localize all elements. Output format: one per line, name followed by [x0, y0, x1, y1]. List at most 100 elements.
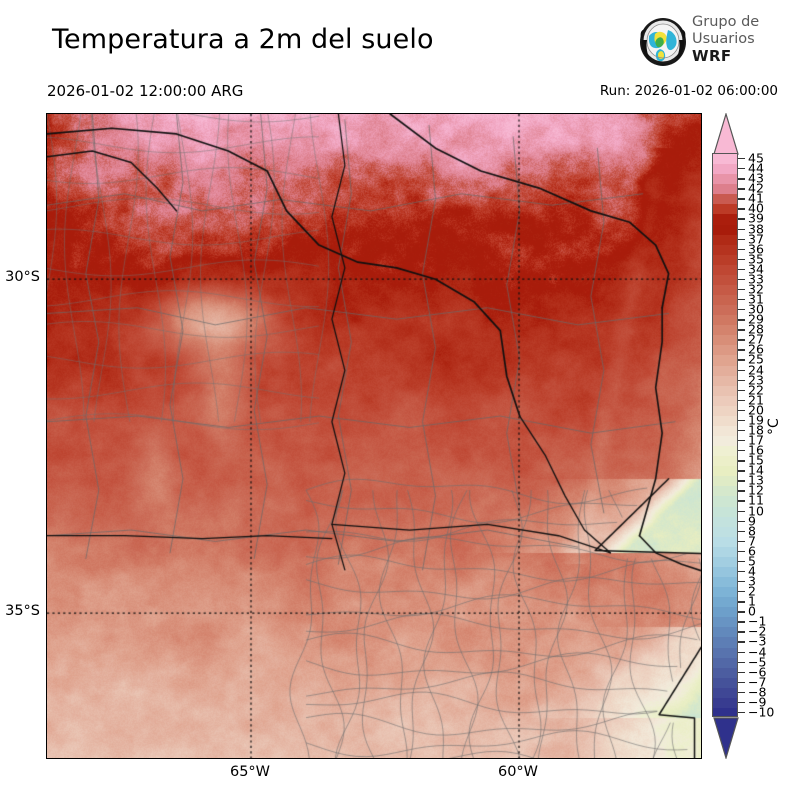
colorbar-tick	[738, 601, 745, 603]
colorbar-tick	[738, 671, 745, 674]
colorbar-band	[713, 264, 737, 276]
colorbar-tick-label: 37	[748, 231, 764, 247]
colorbar-band	[713, 385, 737, 397]
colorbar-tick-label: 7	[748, 533, 756, 549]
logo-line-2: Usuarios	[692, 31, 755, 47]
colorbar-tick	[738, 379, 745, 381]
colorbar-tick	[738, 299, 745, 301]
colorbar-tick	[738, 389, 745, 392]
colorbar-tick	[738, 611, 745, 613]
colorbar-tick	[738, 399, 745, 402]
colorbar-band	[713, 315, 737, 326]
colorbar-tick	[738, 550, 745, 553]
colorbar-tick-label: 38	[748, 221, 764, 237]
colorbar-tick-label: 10	[748, 503, 764, 519]
colorbar[interactable]: 45 44 43 42 41 40 39 38 37 36 35 34 33 32 31 30 29 28 27 26…	[712, 113, 774, 759]
colorbar-tick-label: −10	[748, 704, 775, 720]
colorbar-tick	[738, 319, 745, 321]
logo-line-3: WRF	[692, 47, 732, 65]
colorbar-tick-label: −8	[748, 684, 767, 700]
colorbar-tick-label: 19	[748, 412, 764, 428]
colorbar-tick-label: 25	[748, 351, 764, 367]
colorbar-band	[713, 224, 737, 236]
colorbar-tick-label: 20	[748, 402, 764, 418]
colorbar-tick-label: 2	[748, 583, 756, 599]
colorbar-tick-label: 32	[748, 281, 764, 297]
temperature-map[interactable]	[46, 113, 702, 759]
colorbar-band	[713, 335, 737, 346]
colorbar-tick	[738, 711, 745, 714]
colorbar-band	[713, 295, 737, 306]
colorbar-tick-label: −6	[748, 664, 767, 680]
colorbar-tick	[738, 570, 745, 573]
colorbar-tick-label: 9	[748, 513, 756, 529]
colorbar-tick	[738, 218, 745, 220]
colorbar-band	[713, 365, 737, 377]
valid-time-label: 2026-01-02 12:00:00 ARG	[47, 82, 244, 100]
colorbar-band	[713, 184, 737, 195]
colorbar-band	[713, 254, 737, 266]
colorbar-tick	[738, 460, 745, 462]
colorbar-band	[713, 697, 737, 709]
colorbar-tick-label: 21	[748, 392, 764, 408]
colorbar-tick	[738, 228, 745, 230]
page-title: Temperatura a 2m del suelo	[52, 24, 434, 55]
colorbar-tick-label: 12	[748, 482, 764, 498]
colorbar-band	[713, 707, 737, 716]
colorbar-tick-label: 26	[748, 341, 764, 357]
colorbar-tick-label: 13	[748, 472, 764, 488]
colorbar-tick-label: −7	[748, 674, 767, 690]
colorbar-band	[713, 375, 737, 387]
colorbar-tick	[738, 450, 745, 452]
colorbar-tick	[738, 188, 745, 190]
colorbar-tick-label: 15	[748, 452, 764, 468]
colorbar-band	[713, 526, 737, 538]
colorbar-tick	[738, 470, 745, 472]
colorbar-tick-label: 29	[748, 311, 764, 327]
logo-line-1: Grupo de	[692, 14, 760, 30]
colorbar-band	[713, 556, 737, 568]
colorbar-tick	[738, 651, 745, 653]
colorbar-tick-label: 4	[748, 563, 756, 579]
colorbar-tick	[738, 540, 745, 543]
colorbar-tick	[738, 490, 745, 492]
colorbar-band	[713, 506, 737, 518]
colorbar-tick	[738, 369, 745, 371]
colorbar-tick-label: 33	[748, 271, 764, 287]
colorbar-band	[713, 607, 737, 618]
colorbar-band	[713, 627, 737, 638]
colorbar-tick	[738, 701, 745, 704]
colorbar-tick-label: 24	[748, 362, 764, 378]
colorbar-band	[713, 536, 737, 548]
colorbar-band	[713, 194, 737, 205]
colorbar-band	[713, 486, 737, 497]
colorbar-over-arrow-icon	[713, 113, 739, 155]
colorbar-band	[713, 274, 737, 286]
colorbar-band	[713, 597, 737, 608]
colorbar-tick-label: 11	[748, 492, 764, 508]
colorbar-band	[713, 234, 737, 246]
colorbar-tick-label: 8	[748, 523, 756, 539]
colorbar-tick	[738, 238, 745, 240]
colorbar-tick-label: 31	[748, 291, 764, 307]
colorbar-tick-label: 28	[748, 321, 764, 337]
colorbar-tick	[738, 581, 745, 583]
colorbar-tick-label: 30	[748, 301, 764, 317]
colorbar-band	[713, 637, 737, 649]
globe-emblem-icon	[640, 18, 686, 66]
colorbar-tick	[738, 208, 745, 210]
colorbar-band	[713, 244, 737, 256]
brand-logo-text: Grupo de Usuarios WRF	[692, 14, 759, 65]
colorbar-tick	[738, 510, 745, 512]
colorbar-band	[713, 687, 737, 699]
colorbar-band	[713, 577, 737, 588]
colorbar-tick-label: 22	[748, 382, 764, 398]
colorbar-tick-label: −2	[748, 623, 767, 639]
colorbar-tick	[738, 158, 745, 160]
colorbar-tick-label: 34	[748, 261, 764, 277]
colorbar-tick-label: 41	[748, 190, 764, 206]
colorbar-band	[713, 466, 737, 477]
colorbar-tick	[738, 681, 745, 684]
colorbar-tick-label: 27	[748, 331, 764, 347]
colorbar-tick-label: 5	[748, 553, 756, 569]
